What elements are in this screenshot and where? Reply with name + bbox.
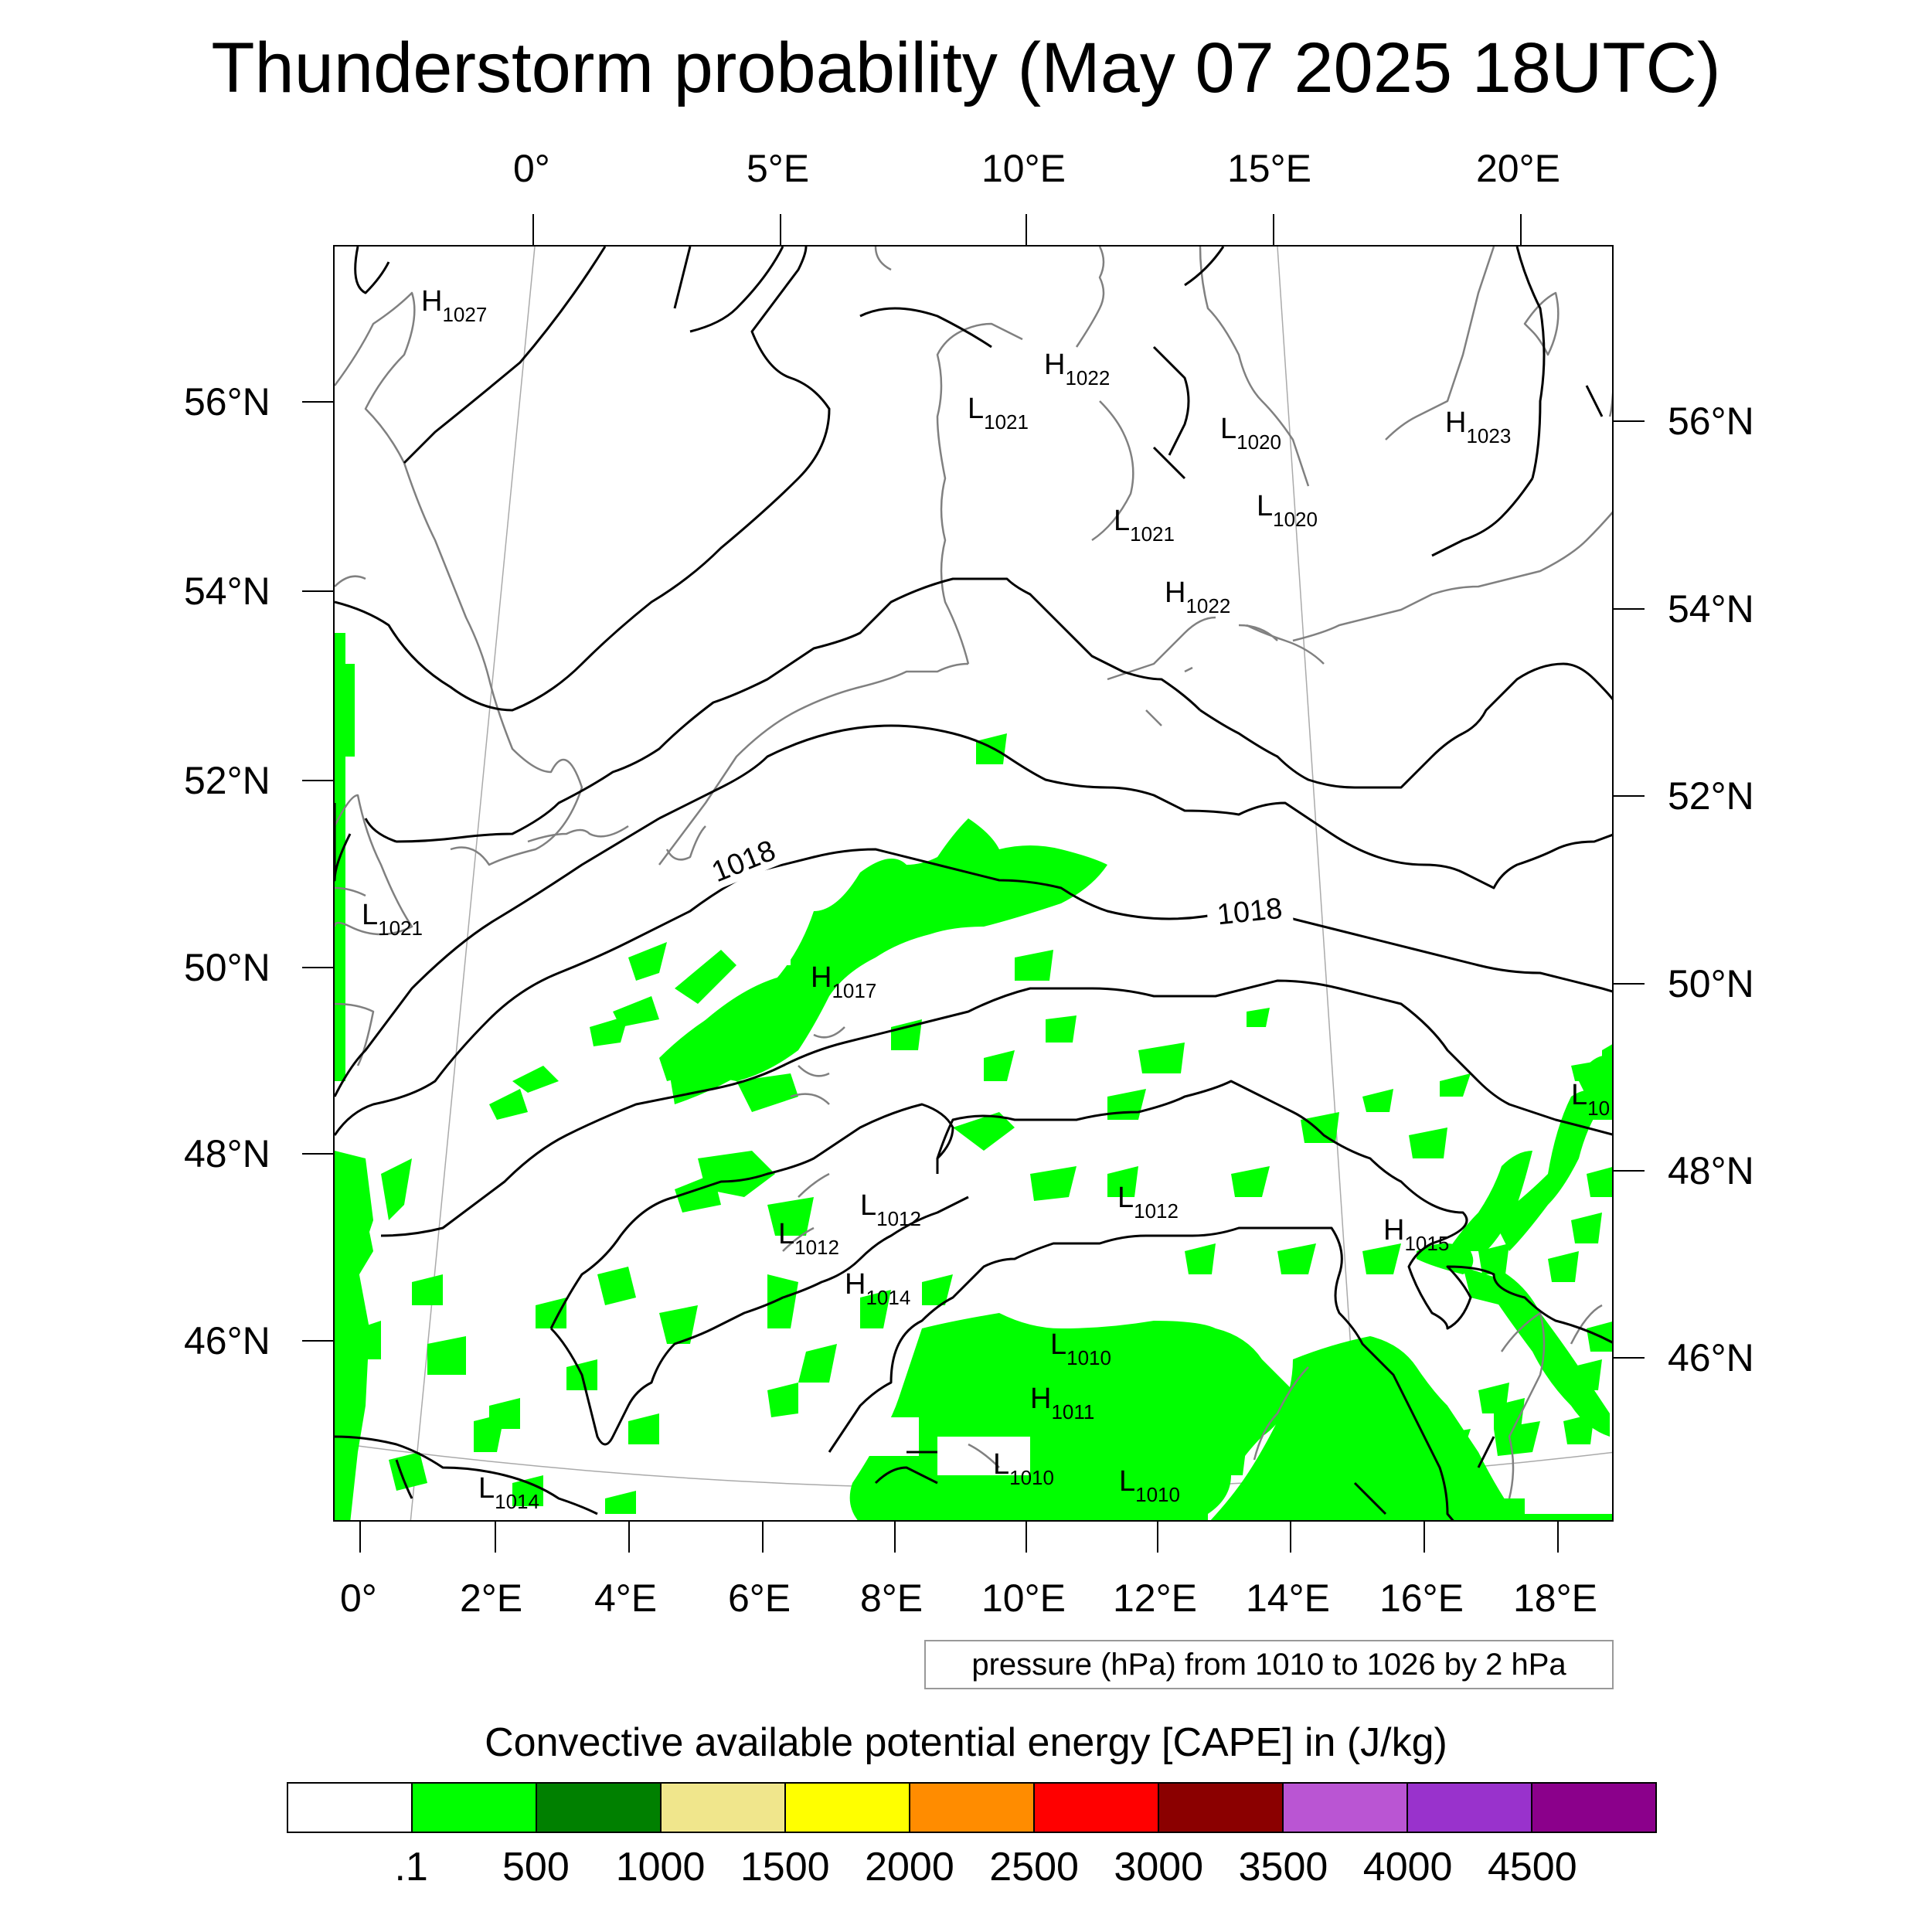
pressure-center-label: L1021 (1114, 505, 1175, 546)
top-axis-label: 15°E (1227, 147, 1311, 190)
pressure-center-label: L1012 (778, 1218, 839, 1259)
pressure-center-label: L1020 (1220, 413, 1281, 454)
left-axis-label: 56°N (184, 380, 270, 423)
isobars (335, 247, 1612, 1520)
pressure-center-label: L1010 (993, 1448, 1054, 1489)
bottom-axis-label: 4°E (594, 1577, 658, 1620)
colorbar-label: 1000 (615, 1845, 706, 1889)
colorbar-label: 4500 (1487, 1845, 1577, 1889)
pressure-center-label: L1021 (362, 899, 423, 940)
colorbar-swatch (1408, 1784, 1532, 1832)
bottom-axis-label: 12°E (1113, 1577, 1197, 1620)
pressure-center-label: L1012 (1117, 1182, 1179, 1223)
pressure-centers: H1027 H1022 L1021 L1020 H1023 L1021 L102… (362, 285, 1610, 1513)
isobar-label: 1018 (1216, 893, 1284, 932)
bottom-axis-label: 2°E (460, 1577, 523, 1620)
bottom-axis-label: 14°E (1246, 1577, 1330, 1620)
left-axis-label: 54°N (184, 570, 270, 613)
pressure-center-label: L1012 (860, 1189, 921, 1230)
pressure-center-label: L1010 (1119, 1465, 1180, 1506)
left-axis-label: 50°N (184, 946, 270, 989)
top-axis-label: 20°E (1476, 147, 1560, 190)
colorbar-label: 1500 (740, 1845, 830, 1889)
colorbar-label: 3500 (1238, 1845, 1328, 1889)
bottom-axis-label: 10°E (981, 1577, 1066, 1620)
map-title: Thunderstorm probability (May 07 2025 18… (211, 29, 1721, 107)
colorbar-label: 500 (502, 1845, 570, 1889)
top-axis-label: 5°E (747, 147, 810, 190)
left-axis-label: 48°N (184, 1132, 270, 1175)
colorbar-swatch (786, 1784, 910, 1832)
colorbar-swatch (1284, 1784, 1408, 1832)
pressure-center-label: L10 (1571, 1079, 1610, 1120)
colorbar (287, 1782, 1657, 1833)
top-axis-label: 10°E (981, 147, 1066, 190)
pressure-center-label: L1014 (478, 1472, 539, 1513)
colorbar-swatch (662, 1784, 786, 1832)
pressure-center-label: L1021 (968, 393, 1029, 434)
pressure-center-label: H1023 (1445, 406, 1511, 447)
pressure-center-label: H1022 (1044, 349, 1110, 389)
right-axis-label: 46°N (1668, 1336, 1754, 1379)
pressure-center-label: H1011 (1030, 1383, 1094, 1423)
colorbar-label: 4000 (1362, 1845, 1453, 1889)
colorbar-label: 2000 (865, 1845, 954, 1889)
top-axis-label: 0° (513, 147, 550, 190)
right-axis-label: 50°N (1668, 962, 1754, 1005)
bottom-axis-label: 8°E (860, 1577, 923, 1620)
colorbar-swatch (537, 1784, 662, 1832)
map-canvas: 1018 1018 H1027 H1022 L1021 L1020 H1023 … (335, 247, 1612, 1520)
pressure-center-label: H1027 (421, 285, 487, 326)
right-axis-label: 54°N (1668, 587, 1754, 631)
left-axis-label: 46°N (184, 1319, 270, 1362)
pressure-center-label: H1015 (1383, 1214, 1449, 1255)
cape-patches (335, 633, 1612, 1520)
colorbar-title: Convective available potential energy [C… (485, 1720, 1447, 1765)
left-axis-label: 52°N (184, 759, 270, 802)
bottom-axis-label: 6°E (728, 1577, 791, 1620)
map-panel[interactable]: 1018 1018 H1027 H1022 L1021 L1020 H1023 … (333, 245, 1614, 1522)
colorbar-swatch (1159, 1784, 1284, 1832)
bottom-axis-label: 0° (340, 1577, 377, 1620)
pressure-center-label: L1020 (1257, 490, 1318, 531)
colorbar-swatch (413, 1784, 537, 1832)
pressure-center-label: H1014 (845, 1268, 910, 1309)
right-axis-label: 56°N (1668, 400, 1754, 443)
colorbar-label: .1 (394, 1845, 428, 1889)
colorbar-swatch (1532, 1784, 1655, 1832)
bottom-axis-label: 16°E (1379, 1577, 1464, 1620)
colorbar-swatch (1035, 1784, 1159, 1832)
right-axis-label: 48°N (1668, 1149, 1754, 1192)
colorbar-swatch (910, 1784, 1035, 1832)
colorbar-labels: .1 500 1000 1500 2000 2500 3000 3500 4000 4500 (0, 1844, 1932, 1898)
pressure-center-label: H1022 (1165, 577, 1230, 617)
bottom-axis-label: 18°E (1513, 1577, 1597, 1620)
right-axis-label: 52°N (1668, 774, 1754, 818)
colorbar-swatch (288, 1784, 413, 1832)
coastlines (335, 247, 1612, 1499)
colorbar-label: 3000 (1114, 1845, 1204, 1889)
contour-info-box: pressure (hPa) from 1010 to 1026 by 2 hP… (924, 1640, 1614, 1689)
pressure-center-label: L1010 (1050, 1328, 1111, 1369)
colorbar-label: 2500 (989, 1845, 1079, 1889)
pressure-center-label: H1017 (811, 961, 876, 1002)
